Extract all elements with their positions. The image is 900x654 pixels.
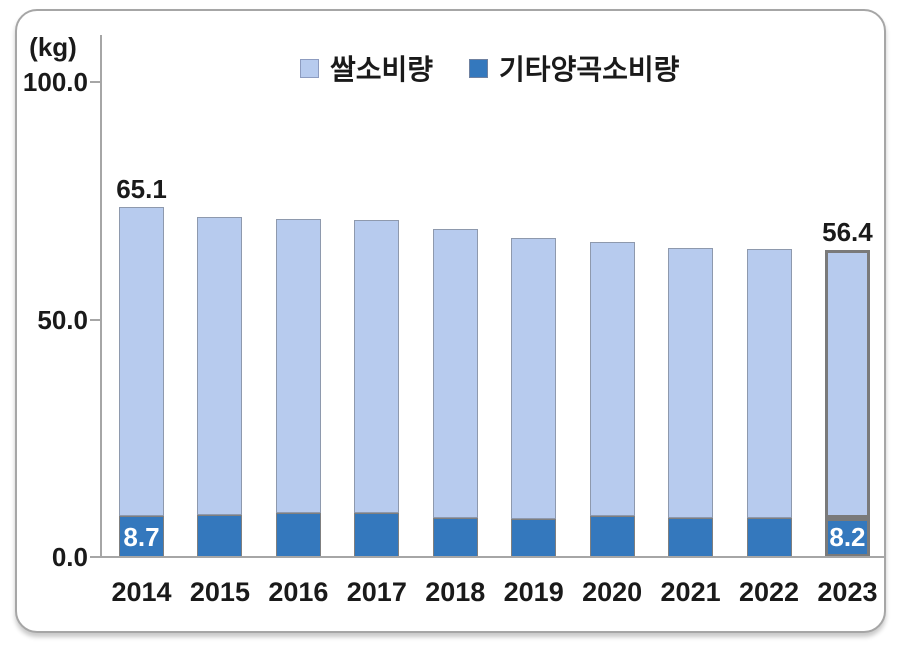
bar-group-2020	[589, 241, 635, 557]
x-axis-label-2022: 2022	[738, 577, 800, 607]
rice-swatch-icon	[300, 58, 319, 78]
bar-segment-other-grain	[354, 512, 400, 557]
bar-value-label-other-grain: 8.2	[829, 522, 866, 552]
bar-value-label-rice: 56.4	[822, 217, 873, 248]
bar-segment-rice	[746, 249, 792, 519]
bar-segment-rice	[197, 216, 243, 516]
x-axis-label-2020: 2020	[582, 577, 643, 607]
y-tick-mark	[90, 318, 101, 321]
x-axis-line	[100, 556, 886, 558]
bar-segment-other-grain	[275, 512, 321, 557]
y-tick-mark	[90, 81, 101, 84]
bar-segment-other-grain	[589, 515, 635, 557]
bar-segment-rice	[432, 228, 478, 519]
bar-group-2017	[354, 219, 400, 557]
bar-group-2023	[824, 250, 870, 557]
bar-segment-other-grain	[432, 518, 478, 557]
x-axis-label-2017: 2017	[346, 577, 407, 607]
legend-item-other-grain: 기타양곡소비량	[469, 48, 679, 88]
legend-label-rice: 쌀소비량	[330, 54, 434, 85]
x-axis-label-2021: 2021	[660, 577, 721, 607]
x-axis-label-2018: 2018	[425, 577, 486, 607]
bar-group-2021	[668, 248, 714, 557]
bar-segment-rice	[589, 241, 635, 516]
x-axis-label-2016: 2016	[268, 577, 329, 607]
y-tick-label: 0.0	[51, 542, 88, 572]
bar-segment-rice	[824, 250, 870, 519]
bar-group-2019	[511, 237, 557, 557]
y-tick-mark	[90, 556, 101, 558]
legend: 쌀소비량 기타양곡소비량	[300, 48, 679, 88]
y-tick-label: 100.0	[22, 67, 88, 98]
legend-label-other-grain: 기타양곡소비량	[499, 54, 680, 85]
bar-value-label-other-grain: 8.7	[123, 522, 160, 552]
bar-group-2018	[432, 228, 478, 557]
y-axis-line	[100, 35, 102, 558]
x-axis-label-2015: 2015	[189, 577, 250, 607]
bar-group-2015	[197, 216, 243, 557]
plot-area: 65.1 8.7 56.4 8.2	[101, 35, 886, 557]
bar-segment-rice	[354, 219, 400, 513]
bar-segment-other-grain	[746, 518, 792, 557]
bar-segment-other-grain	[824, 518, 870, 557]
y-tick-label: 50.0	[37, 304, 88, 335]
x-axis-label-2019: 2019	[503, 577, 564, 607]
bar-segment-rice	[119, 206, 164, 516]
bar-segment-rice	[668, 248, 714, 519]
x-axis-label-2023: 2023	[817, 577, 878, 607]
other-grain-swatch-icon	[469, 58, 489, 78]
bar-segment-other-grain	[197, 515, 243, 557]
bar-group-2016	[275, 219, 321, 557]
bar-value-label-rice: 65.1	[116, 173, 167, 204]
bar-segment-other-grain	[668, 518, 714, 557]
x-axis-label-2014: 2014	[111, 577, 172, 607]
y-axis-unit-label: (kg)	[29, 32, 77, 62]
bar-segment-other-grain	[511, 518, 557, 557]
bar-segment-rice	[511, 237, 557, 519]
bar-group-2022	[746, 249, 792, 557]
bar-segment-rice	[275, 219, 321, 513]
legend-item-rice: 쌀소비량	[300, 48, 433, 88]
bar-group-2014	[119, 206, 164, 557]
